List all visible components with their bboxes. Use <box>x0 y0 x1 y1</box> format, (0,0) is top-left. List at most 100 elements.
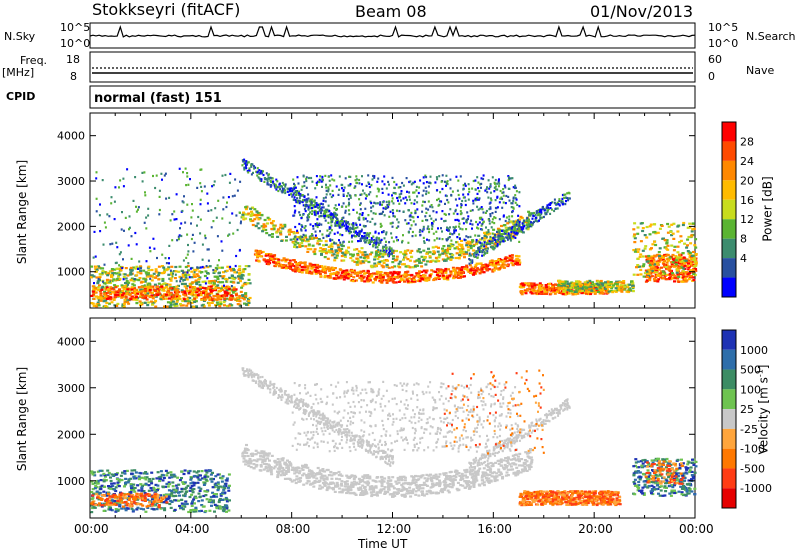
echo-cell <box>391 257 395 260</box>
echo-cell <box>231 291 235 294</box>
echo-cell <box>184 274 188 277</box>
echo-cell <box>427 247 430 250</box>
echo-cell <box>457 248 461 251</box>
echo-cell <box>461 217 464 220</box>
echo-cell <box>345 220 348 223</box>
echo-cell <box>310 233 313 236</box>
echo-cell <box>332 277 336 280</box>
echo-cell <box>426 227 429 230</box>
echo-cell <box>458 268 462 271</box>
echo-cell <box>390 236 393 239</box>
echo-cell <box>583 283 587 286</box>
echo-cell <box>437 197 440 200</box>
echo-cell <box>477 248 480 251</box>
echo-cell <box>320 212 322 215</box>
echo-cell <box>338 203 340 206</box>
echo-cell <box>212 184 215 187</box>
echo-cell <box>379 222 382 225</box>
echo-cell <box>128 226 131 229</box>
echo-cell <box>674 255 678 258</box>
echo-cell <box>394 192 397 195</box>
echo-cell <box>360 230 363 233</box>
echo-cell <box>319 239 323 242</box>
echo-cell <box>485 188 488 191</box>
echo-cell <box>275 231 279 234</box>
echo-cell <box>123 295 127 298</box>
echo-cell <box>482 211 485 214</box>
echo-cell <box>318 178 321 181</box>
echo-cell <box>437 204 440 207</box>
echo-cell <box>494 240 497 243</box>
echo-cell <box>300 269 304 272</box>
echo-cell <box>425 279 429 282</box>
echo-cell <box>517 219 519 222</box>
echo-cell <box>479 238 483 241</box>
echo-cell <box>186 302 190 305</box>
echo-cell <box>561 197 564 200</box>
echo-cell <box>339 277 343 280</box>
echo-cell <box>446 251 450 254</box>
echo-cell <box>370 264 374 267</box>
echo-cell <box>332 194 335 197</box>
echo-cell <box>241 213 245 216</box>
echo-cell <box>356 226 359 229</box>
echo-cell <box>480 182 483 185</box>
echo-cell <box>170 288 174 291</box>
echo-cell <box>169 287 172 290</box>
echo-cell <box>406 190 408 193</box>
echo-cell <box>139 272 143 275</box>
echo-cell <box>122 302 126 306</box>
echo-cell <box>187 243 189 247</box>
echo-cell <box>275 188 278 191</box>
echo-cell <box>347 209 350 212</box>
echo-cell <box>130 235 133 238</box>
echo-cell <box>558 199 561 203</box>
echo-cell <box>343 255 347 258</box>
echo-cell <box>358 182 361 185</box>
echo-cell <box>158 195 161 198</box>
echo-cell <box>346 271 350 274</box>
echo-cell <box>605 290 609 294</box>
echo-cell <box>258 169 261 172</box>
echo-cell <box>280 239 284 242</box>
echo-cell <box>583 292 587 295</box>
echo-cell <box>431 225 434 228</box>
echo-cell <box>139 292 143 295</box>
echo-cell <box>678 258 682 261</box>
echo-cell <box>198 283 202 287</box>
echo-cell <box>130 269 134 272</box>
echo-cell <box>562 284 566 287</box>
echo-cell <box>325 234 328 237</box>
echo-cell <box>108 215 111 218</box>
echo-cell <box>455 175 458 178</box>
echo-cell <box>460 268 464 271</box>
echo-cell <box>187 262 190 265</box>
echo-cell <box>357 250 361 253</box>
echo-cell <box>182 271 186 274</box>
echo-cell <box>207 248 210 251</box>
echo-cell <box>470 266 474 269</box>
echo-cell <box>293 192 296 195</box>
echo-cell <box>248 296 252 300</box>
echo-cell <box>688 222 692 225</box>
echo-cell <box>481 254 484 257</box>
echo-cell <box>232 278 236 281</box>
echo-cell <box>99 292 103 295</box>
echo-cell <box>510 254 514 257</box>
echo-cell <box>266 180 269 183</box>
echo-cell <box>267 260 271 263</box>
echo-cell <box>149 285 153 288</box>
echo-cell <box>345 249 349 252</box>
echo-cell <box>98 214 101 217</box>
echo-cell <box>480 177 483 180</box>
echo-cell <box>474 188 477 191</box>
echo-cell <box>449 257 453 260</box>
echo-cell <box>396 196 399 200</box>
echo-cell <box>247 301 251 304</box>
echo-cell <box>97 304 101 307</box>
echo-cell <box>378 238 381 241</box>
echo-cell <box>336 222 339 225</box>
echo-cell <box>658 274 662 277</box>
echo-cell <box>375 195 378 198</box>
echo-cell <box>243 159 246 163</box>
